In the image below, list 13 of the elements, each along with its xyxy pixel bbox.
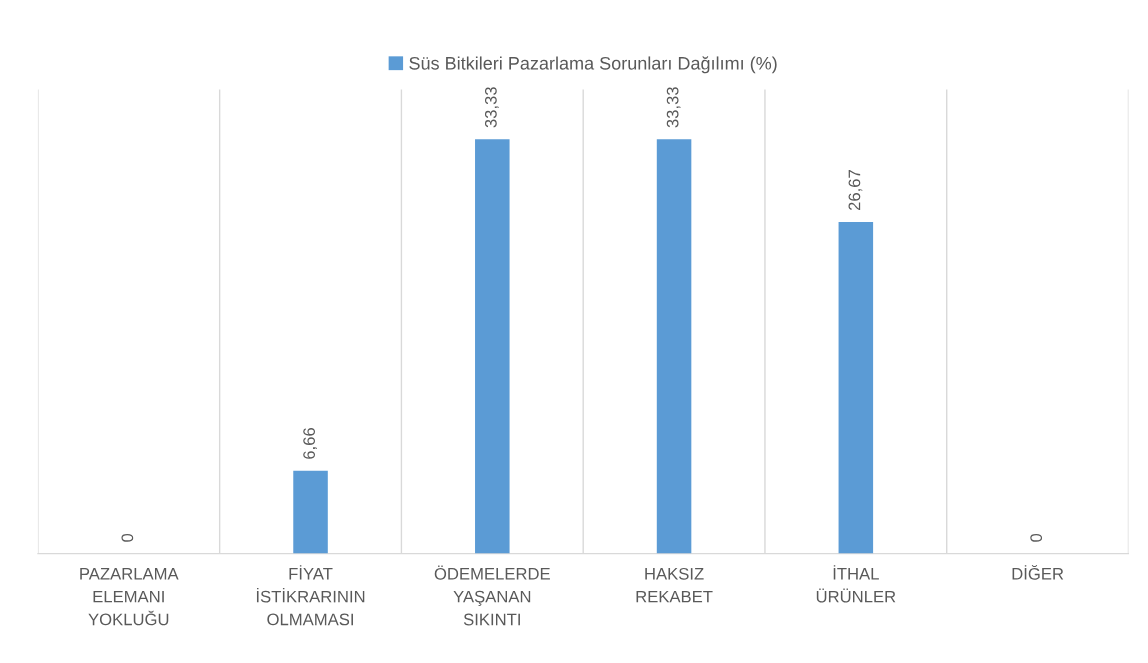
data-label: 0 bbox=[1030, 533, 1043, 542]
x-tick-label: FİYAT İSTİKRARININ OLMAMASI bbox=[256, 565, 365, 626]
data-label: 6,66 bbox=[303, 427, 317, 459]
x-tick-label: PAZARLAMA ELEMANI YOKLUĞU bbox=[80, 568, 179, 626]
legend-label: Süs Bitkileri Pazarlama Sorunları Dağılımı (%) bbox=[409, 56, 777, 74]
data-label: 33,33 bbox=[666, 87, 681, 128]
data-label: 26,67 bbox=[848, 170, 863, 211]
data-label: 33,33 bbox=[484, 87, 499, 128]
x-tick-label: İTHAL ÜRÜNLER bbox=[816, 565, 896, 603]
x-tick-label: ÖDEMELERDE YAŞANAN SIKINTI bbox=[434, 565, 550, 626]
x-tick-label: HAKSIZ REKABET bbox=[636, 567, 713, 603]
data-label: 0 bbox=[121, 533, 134, 542]
x-tick-label: DİĞER bbox=[1012, 565, 1064, 580]
